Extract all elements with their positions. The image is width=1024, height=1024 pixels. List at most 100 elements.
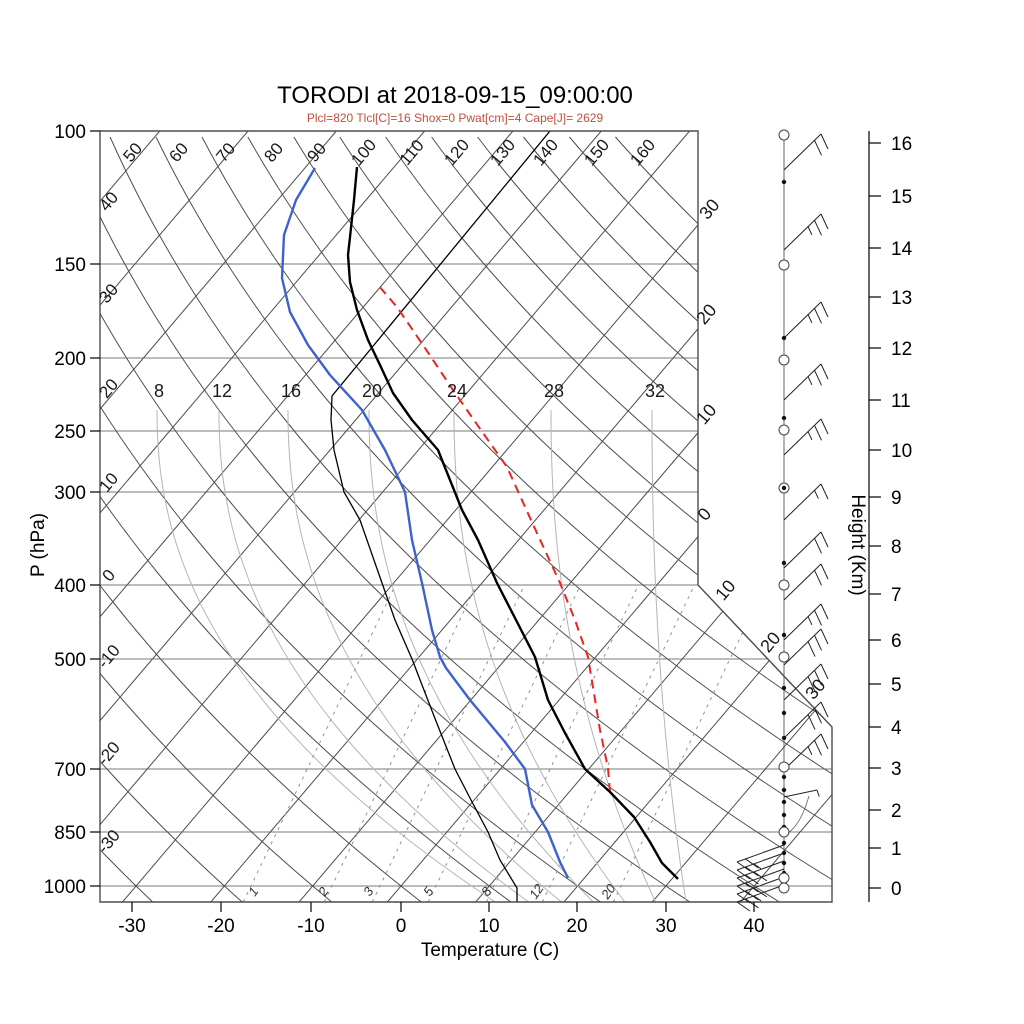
dry-adiabat-line — [100, 136, 691, 902]
level-dot-marker — [781, 685, 787, 691]
dry-adiabat-line — [523, 136, 832, 902]
level-dot-marker — [781, 632, 787, 638]
height-tick-label: 12 — [891, 339, 912, 360]
moist-adiabat-line — [287, 409, 562, 902]
dry-adiabat-label-top: 100 — [347, 135, 380, 169]
level-dot-marker — [781, 735, 787, 741]
barb-feather-full — [814, 740, 822, 756]
pressure-tick-label: 300 — [54, 483, 86, 504]
barb-shaft — [783, 301, 822, 339]
barb-feather-full — [814, 635, 822, 651]
plot-frame-border — [99, 130, 833, 903]
background-gridlines — [100, 131, 832, 902]
temperature-curve — [346, 166, 679, 880]
moist-adiabat-line — [218, 409, 529, 902]
barb-feather-full — [807, 714, 816, 730]
mixing-ratio-line — [612, 584, 766, 902]
barb-feather-full — [745, 874, 759, 885]
dry-adiabat-line — [100, 136, 780, 902]
dry-adiabat-label-left: 0 — [98, 566, 119, 585]
moist-adiabat-label: 16 — [281, 381, 301, 401]
barb-feather-full — [736, 861, 751, 872]
isotherm-line — [563, 131, 832, 902]
isotherm-label: 10 — [692, 400, 720, 428]
dry-adiabat-line — [155, 136, 832, 902]
dry-adiabat-line — [431, 136, 832, 902]
dry-adiabat-label-top: 110 — [396, 136, 428, 169]
isotherm-line — [100, 131, 337, 902]
pressure-tick-label: 100 — [54, 122, 86, 143]
barb-feather-full — [814, 670, 822, 686]
level-dot-marker — [781, 415, 787, 421]
wind-barb — [783, 733, 829, 771]
level-dot-marker — [781, 560, 787, 566]
dry-adiabat-label-top: 70 — [212, 139, 239, 166]
dry-adiabat-label-top: 50 — [119, 139, 146, 166]
isotherm-line — [100, 131, 161, 902]
height-tick-label: 1 — [891, 839, 902, 860]
temperature-tick-label: 10 — [478, 916, 499, 937]
isotherm-line — [100, 131, 690, 902]
wind-barb — [783, 363, 829, 401]
moist-adiabat-line — [453, 409, 626, 902]
moist-adiabat-line — [651, 409, 687, 902]
barb-shaft — [736, 860, 785, 879]
dry-adiabat-line — [109, 136, 832, 902]
barb-feather-full — [814, 140, 822, 156]
pressure-tick-label: 500 — [54, 650, 86, 671]
level-dot-marker — [781, 710, 787, 716]
dry-adiabat-label-top: 130 — [486, 135, 519, 169]
barb-feather-full — [814, 538, 822, 554]
level-dot-marker — [781, 812, 787, 818]
barb-feather-full — [753, 887, 768, 898]
wind-barb — [783, 789, 820, 798]
mixing-ratio-line — [323, 584, 477, 902]
level-circle-marker — [778, 579, 790, 591]
moist-adiabat-label: 8 — [154, 381, 164, 401]
barb-feather-full — [820, 483, 829, 500]
wind-barb — [783, 563, 829, 601]
level-circle-marker — [778, 826, 790, 838]
height-tick-label: 15 — [891, 187, 912, 208]
barb-feather-full — [814, 370, 822, 386]
barb-shaft — [783, 363, 822, 401]
parcel-ascent-curve — [377, 284, 611, 793]
dry-adiabat-line — [293, 136, 832, 902]
height-tick-label: 13 — [891, 288, 912, 309]
barb-shaft — [783, 701, 822, 739]
pressure-tick-label: 700 — [54, 760, 86, 781]
std-atmosphere-line — [330, 131, 551, 902]
dry-adiabat-label-top: 80 — [260, 139, 287, 166]
barb-shaft — [736, 844, 785, 863]
dry-adiabat-label-top: 120 — [440, 135, 473, 169]
temperature-axis-title: Temperature (C) — [421, 940, 559, 961]
barb-shaft — [783, 603, 822, 641]
barb-feather-full — [820, 733, 829, 750]
dry-adiabat-line — [100, 136, 243, 902]
height-tick-label: 14 — [891, 239, 913, 260]
wind-barb — [783, 213, 829, 251]
plot-frame — [99, 130, 833, 903]
temperature-tick-label: -30 — [118, 916, 145, 937]
level-circle-marker — [778, 424, 790, 436]
inplot-labels: 50 60 70 80 90 100 110 120 130 140 150 160403020100… — [94, 135, 830, 902]
barb-feather-full — [807, 641, 816, 657]
temperature-tick-label: 40 — [743, 916, 764, 937]
barb-feather-full — [820, 418, 829, 435]
isotherm-line — [475, 131, 832, 902]
barb-feather-full — [820, 363, 829, 380]
barb-feather-full — [814, 308, 822, 324]
barb-feather-half — [807, 376, 813, 386]
barb-feather-full — [820, 701, 829, 718]
height-tick-label: 5 — [891, 675, 902, 696]
level-dot-marker — [781, 840, 787, 846]
wind-barb — [783, 603, 829, 641]
isotherm-line — [100, 131, 426, 902]
barb-shaft — [783, 663, 822, 701]
mixing-ratio-line — [371, 584, 525, 902]
isotherm-line — [740, 131, 832, 902]
barb-feather-half — [753, 863, 762, 870]
height-tick-label: 8 — [891, 537, 902, 558]
level-circle-marker — [778, 354, 790, 366]
